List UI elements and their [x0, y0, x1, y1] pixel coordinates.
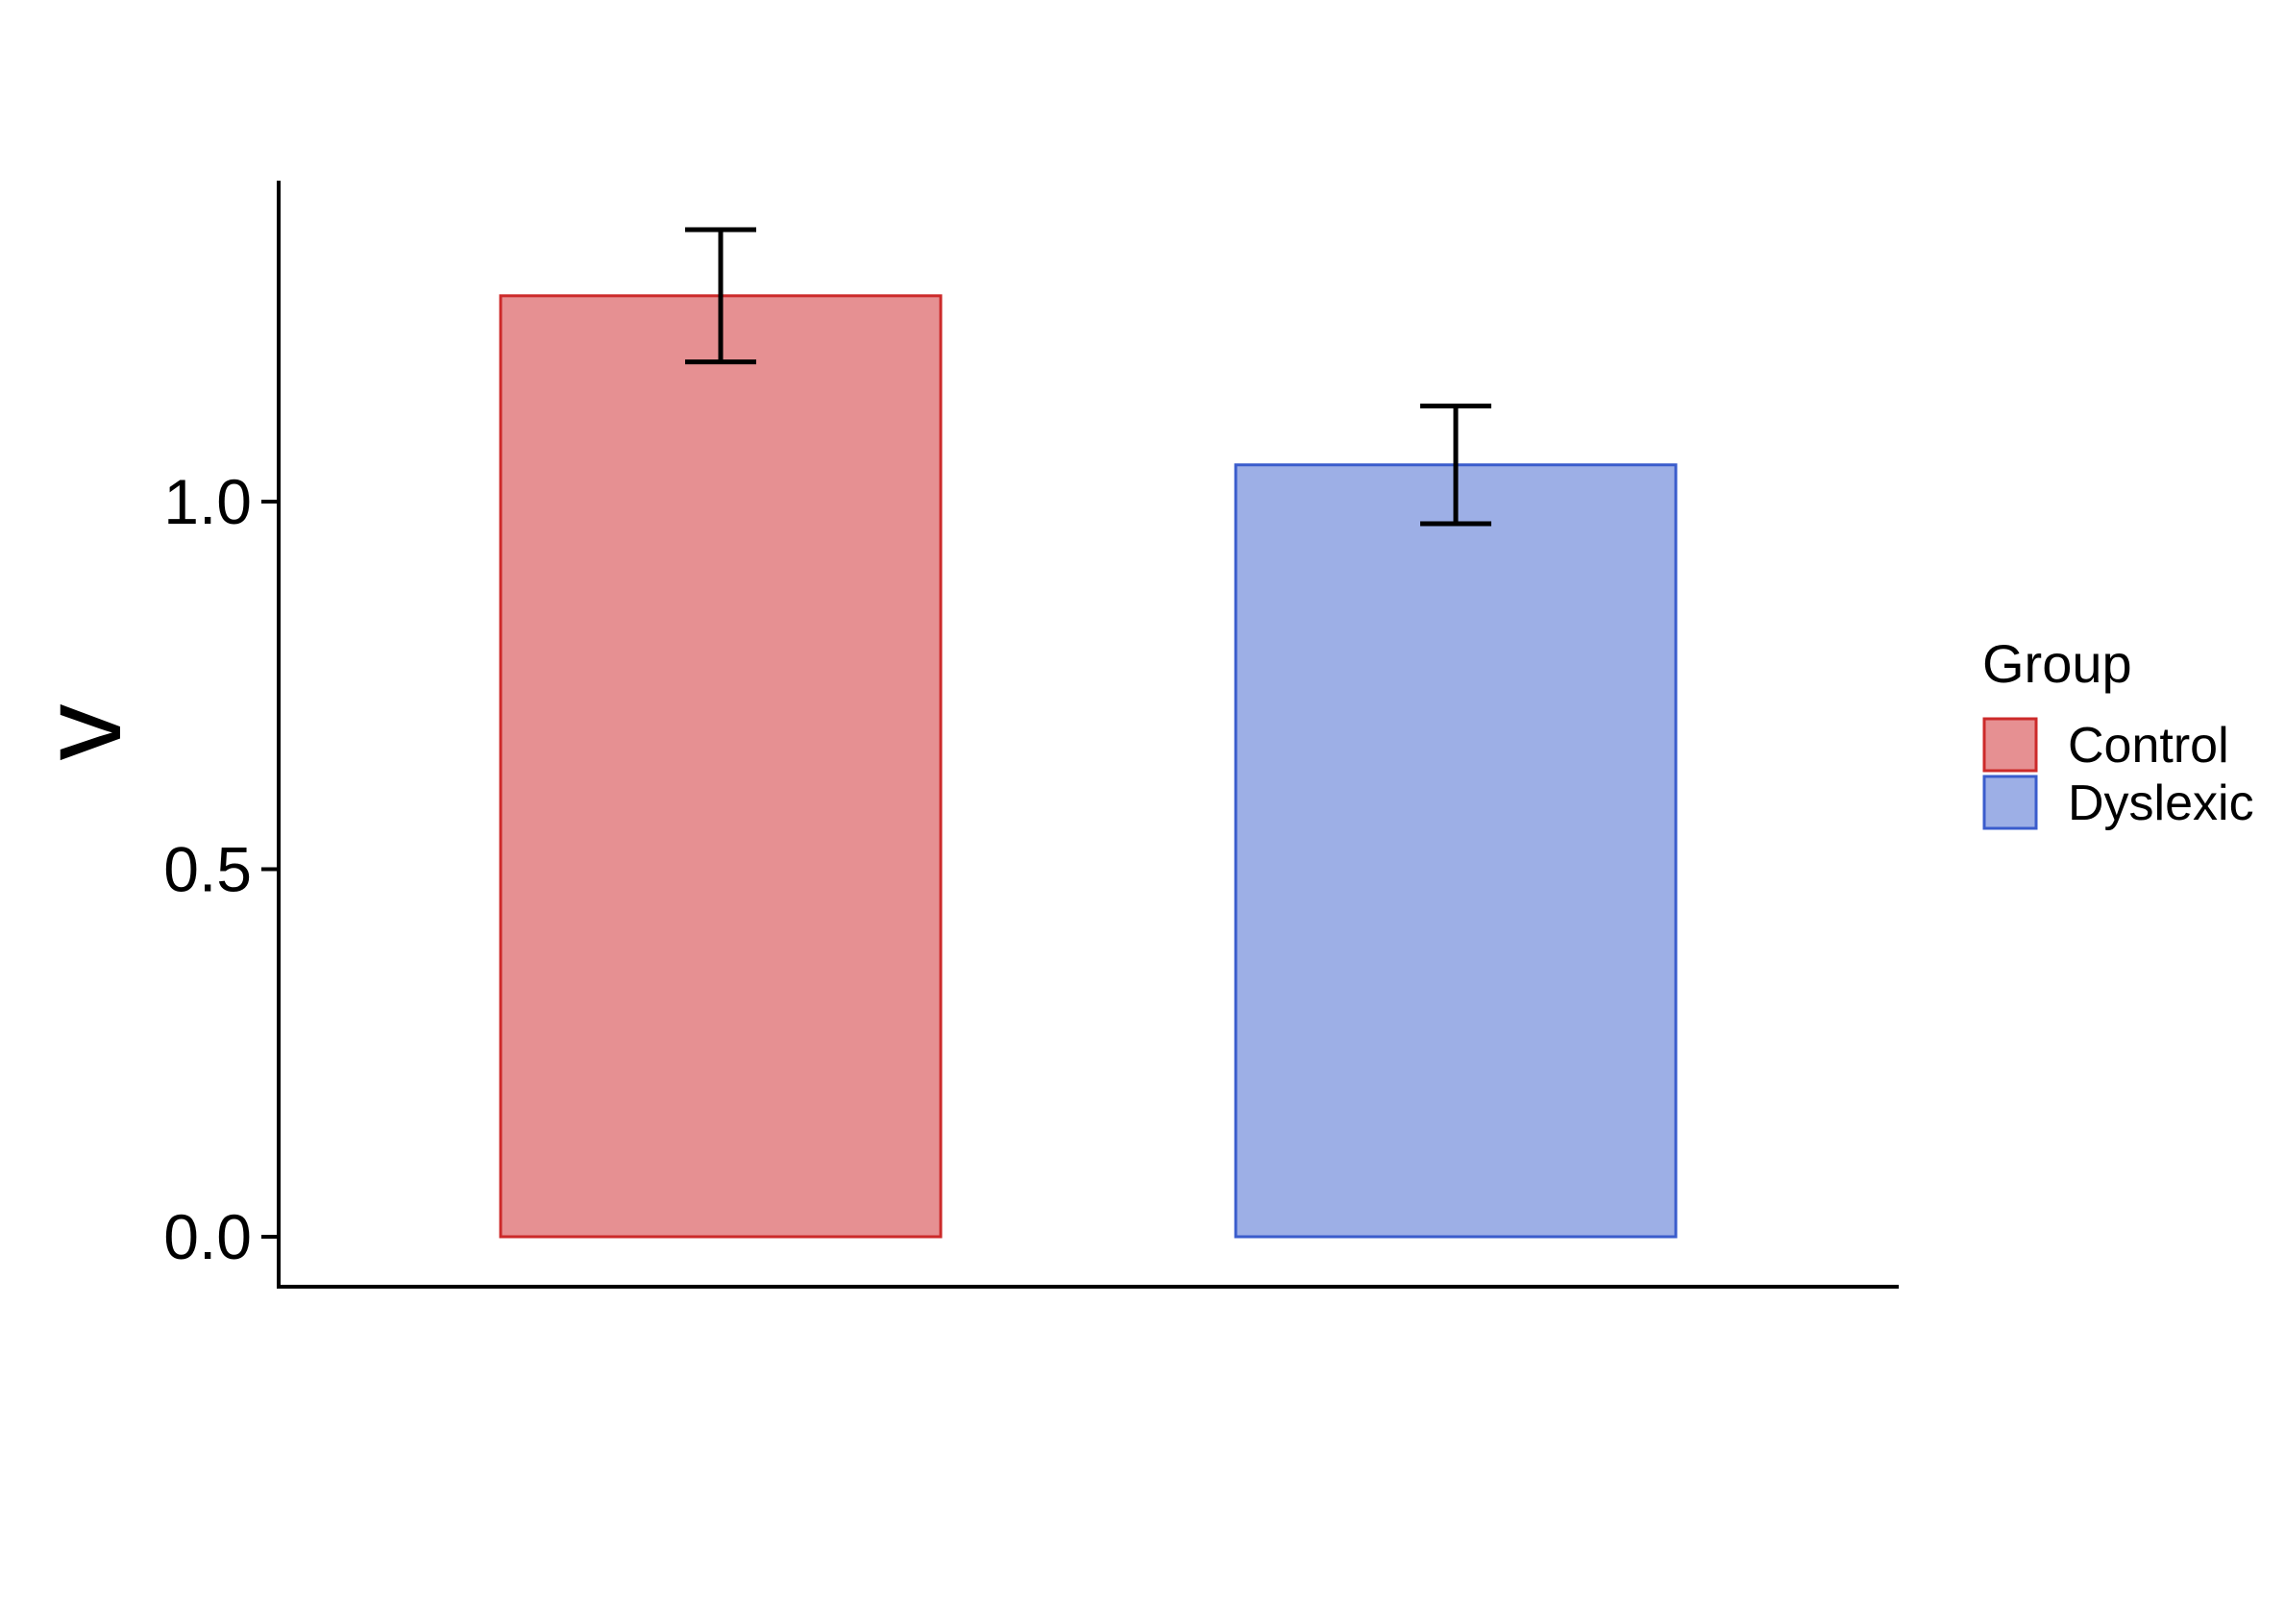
y-tick-label: 0.0: [163, 1201, 252, 1272]
y-ticks: 0.0 0.5 1.0: [163, 466, 279, 1272]
error-bar-dyslexic: [1420, 404, 1491, 527]
y-axis-label: v: [18, 704, 145, 761]
y-tick-label: 0.5: [163, 834, 252, 905]
legend-swatch-dyslexic: [1982, 775, 2038, 830]
bars-layer: [499, 294, 1678, 1239]
axes: [277, 181, 1899, 1289]
y-tick-label: 1.0: [163, 466, 252, 537]
error-bar-control: [685, 227, 756, 365]
legend-swatch-control: [1982, 717, 2038, 773]
bar-control: [499, 294, 943, 1239]
legend-title: Group: [1982, 633, 2132, 694]
bar-dyslexic: [1234, 463, 1678, 1239]
error-bars-layer: [685, 227, 1491, 527]
legend-label-control: Control: [2068, 718, 2229, 774]
legend-label-dyslexic: Dyslexic: [2068, 775, 2254, 831]
